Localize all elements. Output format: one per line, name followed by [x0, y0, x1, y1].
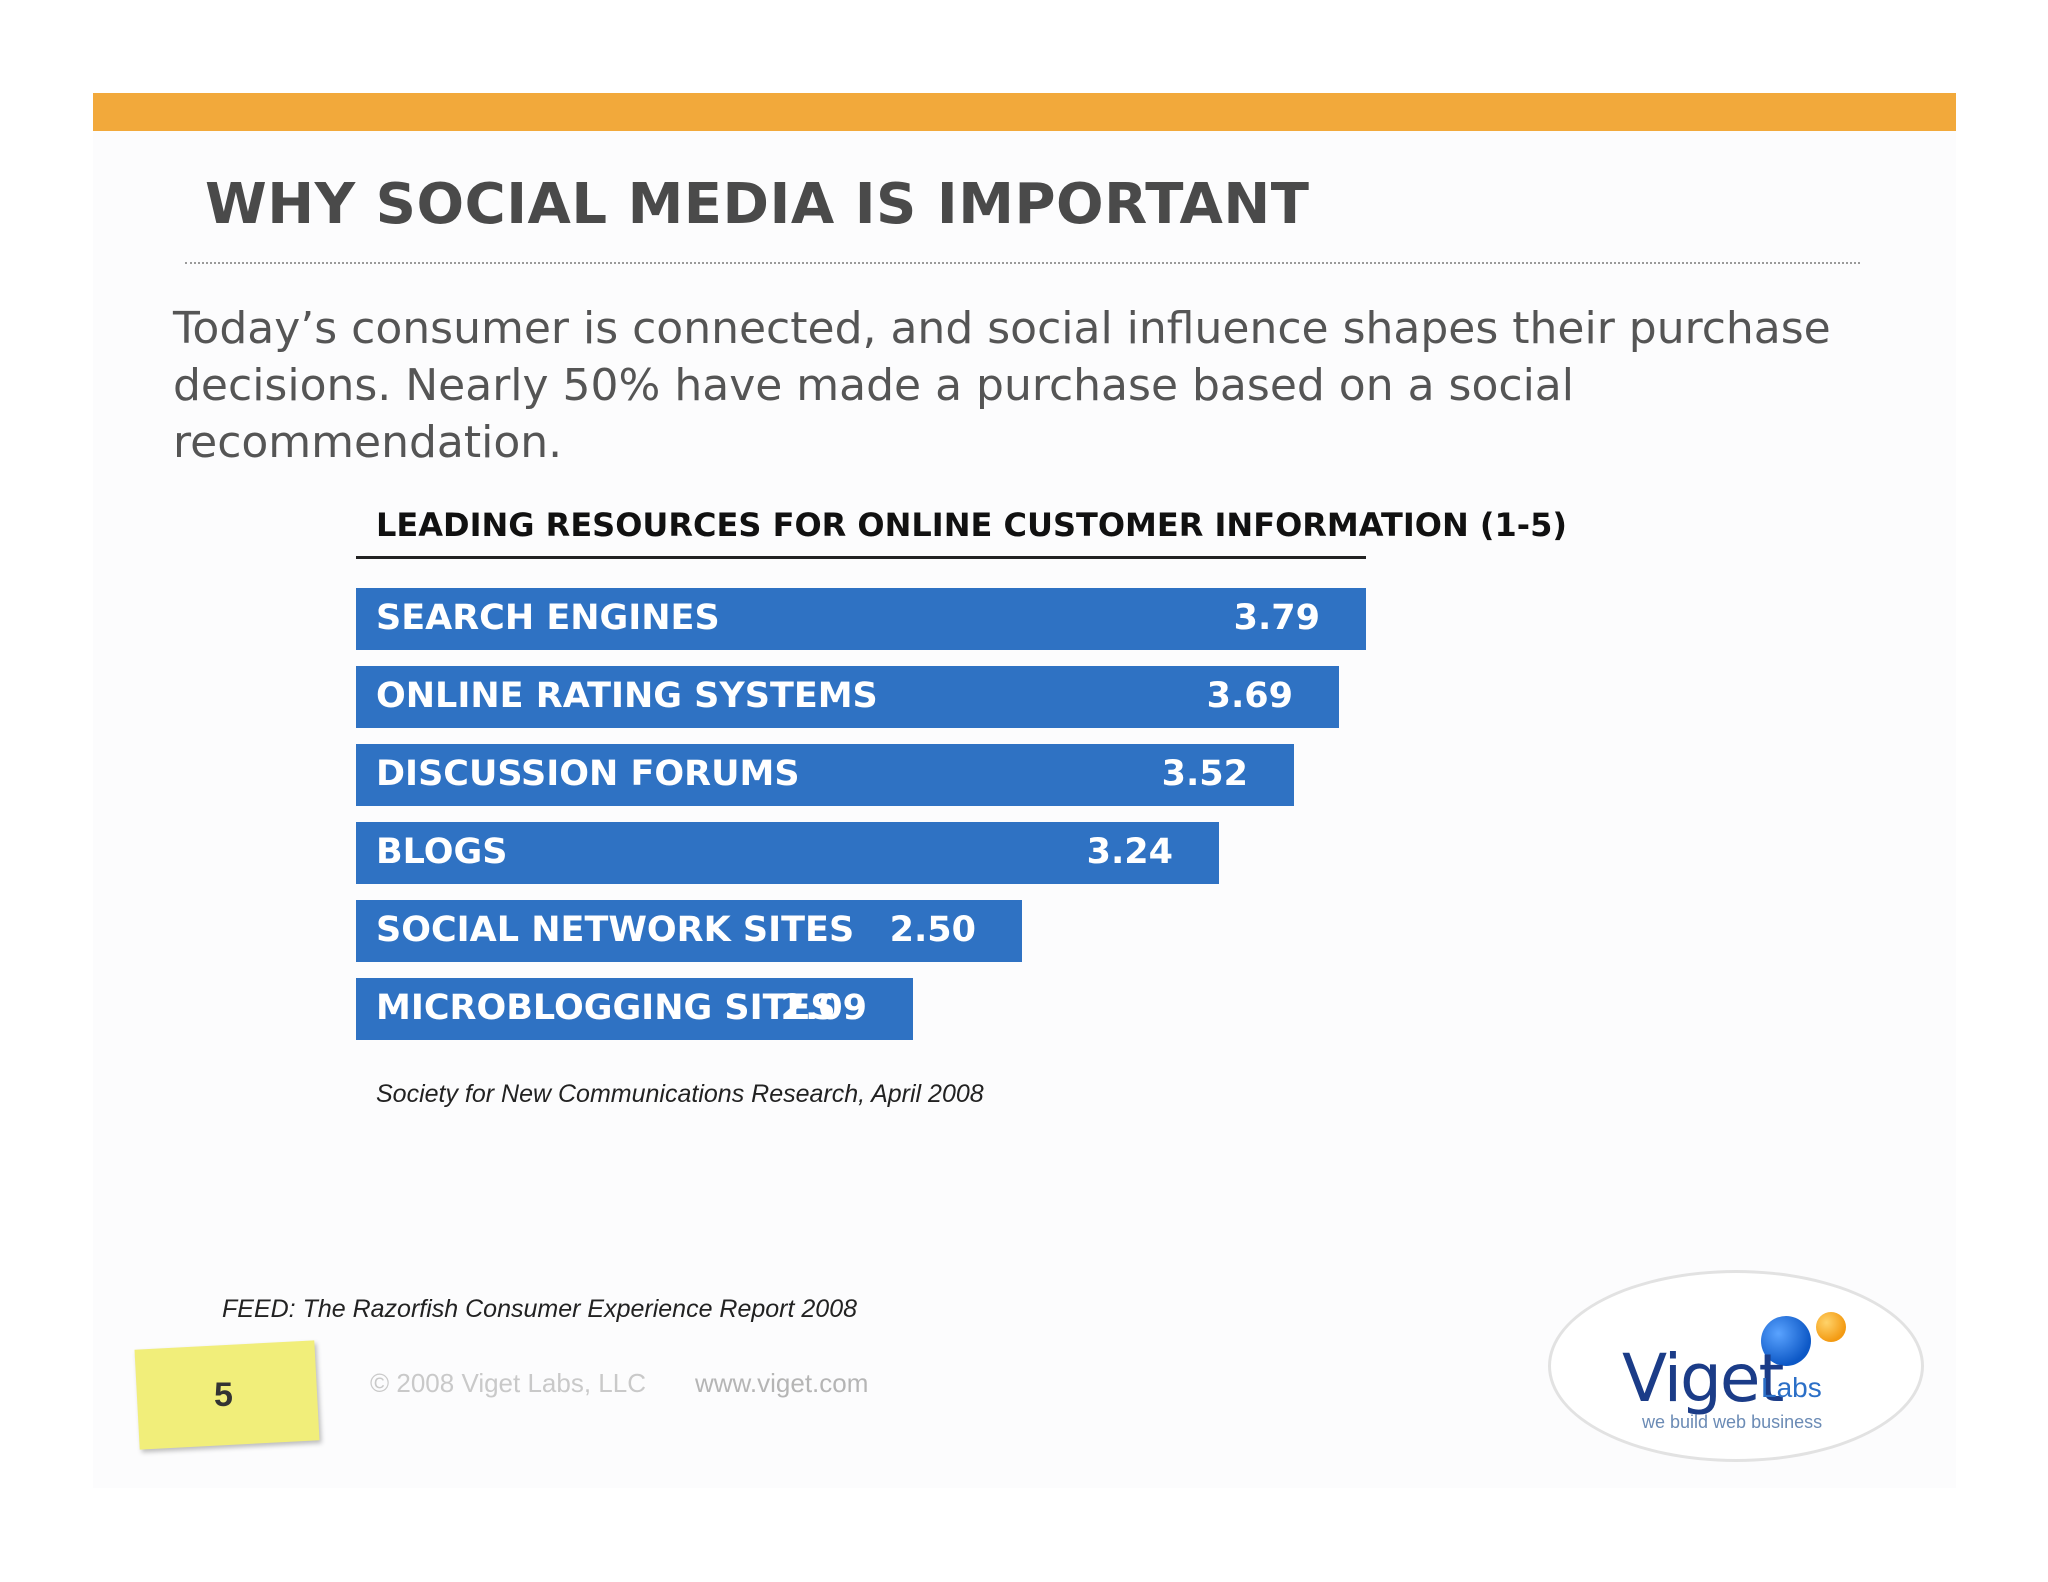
bar-value-label: 2.50: [889, 910, 976, 950]
bar-value-label: 3.24: [1086, 832, 1173, 872]
logo-sub: Labs: [1761, 1372, 1822, 1403]
bar-value-label: 3.69: [1206, 676, 1293, 716]
chart-title-underline: [356, 556, 1366, 559]
bar-label: SEARCH ENGINES: [376, 598, 720, 638]
bar-discussion-forums: DISCUSSION FORUMS 3.52: [356, 744, 1294, 806]
bar-label: SOCIAL NETWORK SITES: [376, 910, 855, 950]
logo-oval: [1548, 1270, 1924, 1462]
bar-label: ONLINE RATING SYSTEMS: [376, 676, 878, 716]
intro-line-2: decisions. Nearly 50% have made a purcha…: [173, 360, 1574, 468]
chart-title: LEADING RESOURCES FOR ONLINE CUSTOMER IN…: [376, 506, 1567, 544]
bar-social-network-sites: SOCIAL NETWORK SITES 2.50: [356, 900, 1022, 962]
bar-blogs: BLOGS 3.24: [356, 822, 1219, 884]
intro-paragraph: Today’s consumer is connected, and socia…: [173, 300, 1933, 471]
website-link[interactable]: www.viget.com: [695, 1368, 869, 1398]
logo-wordmark: Viget: [1622, 1340, 1784, 1417]
title-divider: [185, 262, 1860, 264]
bar-value-label: 2.09: [780, 988, 867, 1028]
bar-label: BLOGS: [376, 832, 508, 872]
bar-label: MICROBLOGGING SITES: [376, 988, 836, 1028]
chart-source: Society for New Communications Research,…: [376, 1080, 984, 1108]
page-number: 5: [214, 1376, 233, 1414]
copyright-text: © 2008 Viget Labs, LLC: [370, 1368, 646, 1398]
logo-tagline: we build web business: [1642, 1412, 1823, 1432]
bar-search-engines: SEARCH ENGINES 3.79: [356, 588, 1366, 650]
bar-microblogging-sites: MICROBLOGGING SITES 2.09: [356, 978, 913, 1040]
slide-title: WHY SOCIAL MEDIA IS IMPORTANT: [205, 172, 1310, 237]
intro-line-1: Today’s consumer is connected, and socia…: [173, 303, 1831, 354]
bar-label: DISCUSSION FORUMS: [376, 754, 800, 794]
logo-blue-dot-icon: [1761, 1316, 1811, 1366]
logo-orange-dot-icon: [1816, 1312, 1846, 1342]
bar-online-rating-systems: ONLINE RATING SYSTEMS 3.69: [356, 666, 1339, 728]
viget-labs-logo: Viget Labs we build web business: [1548, 1270, 1924, 1462]
top-accent-bar: [93, 93, 1956, 131]
bar-value-label: 3.79: [1233, 598, 1320, 638]
bar-value-label: 3.52: [1161, 754, 1248, 794]
feed-source: FEED: The Razorfish Consumer Experience …: [222, 1295, 858, 1323]
